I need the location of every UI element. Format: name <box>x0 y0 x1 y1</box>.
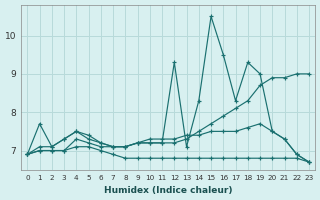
X-axis label: Humidex (Indice chaleur): Humidex (Indice chaleur) <box>104 186 232 195</box>
